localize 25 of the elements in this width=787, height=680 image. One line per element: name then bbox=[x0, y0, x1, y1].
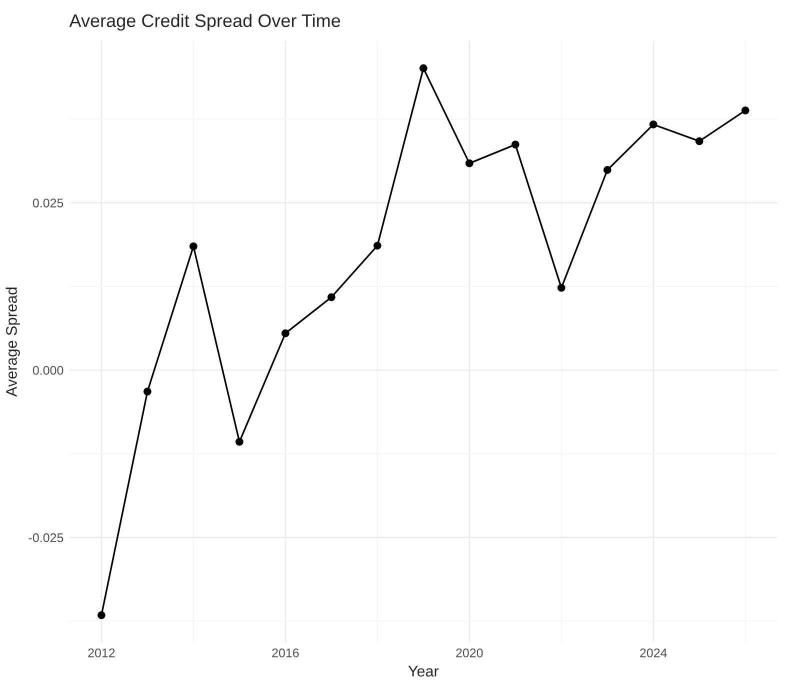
point bbox=[419, 64, 428, 72]
x-tick-label: 2016 bbox=[272, 648, 299, 658]
y-tick-label: 0.025 bbox=[32, 198, 64, 208]
chart-title: Average Credit Spread Over Time bbox=[69, 14, 340, 31]
point bbox=[98, 611, 106, 620]
point bbox=[557, 284, 566, 292]
point bbox=[465, 159, 474, 168]
point bbox=[741, 106, 750, 114]
point bbox=[649, 120, 658, 128]
y-tick-label: 0.000 bbox=[32, 366, 64, 375]
x-axis-title: Year bbox=[408, 666, 439, 677]
point bbox=[695, 137, 704, 146]
point bbox=[603, 166, 612, 174]
x-tick-label: 2024 bbox=[640, 648, 667, 658]
point bbox=[373, 242, 382, 250]
point bbox=[143, 388, 152, 396]
point bbox=[327, 293, 336, 302]
point bbox=[235, 438, 244, 446]
y-axis-title: Average Spread bbox=[6, 288, 20, 397]
point bbox=[189, 242, 198, 250]
x-tick-label: 2020 bbox=[456, 648, 483, 658]
y-tick-label: -0.025 bbox=[28, 533, 64, 542]
point bbox=[281, 329, 290, 338]
x-tick-label: 2012 bbox=[88, 648, 115, 658]
point bbox=[511, 140, 520, 149]
